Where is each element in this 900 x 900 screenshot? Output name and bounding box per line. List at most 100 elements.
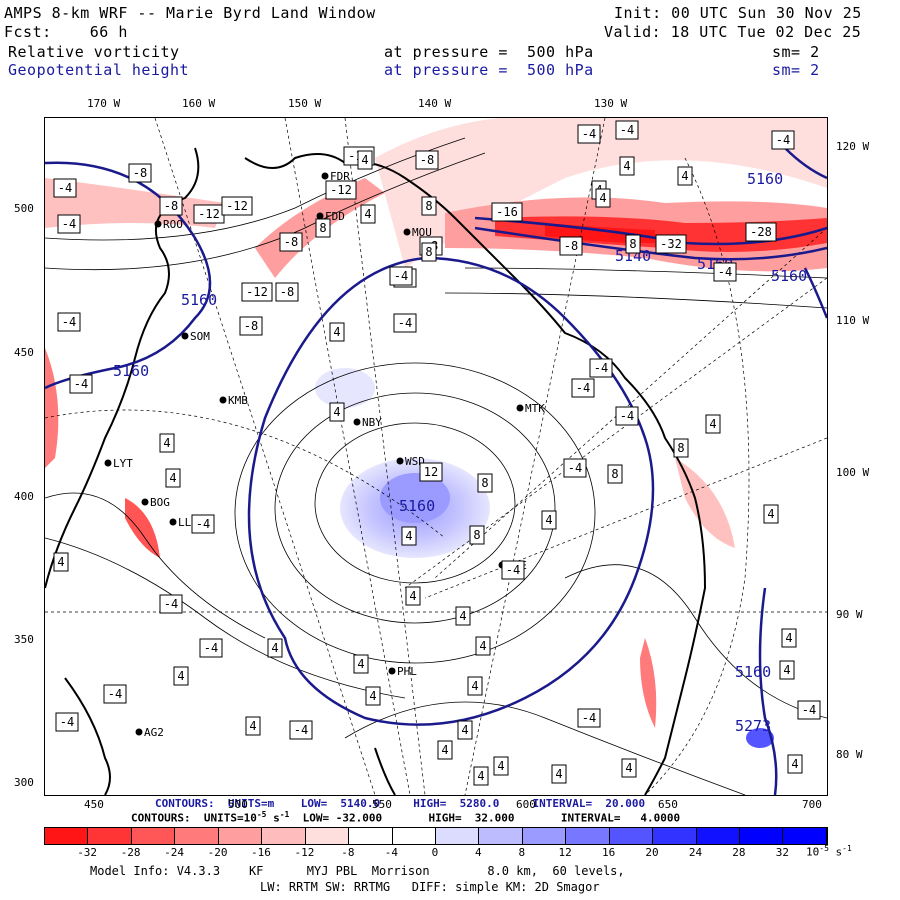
y-tick-label: 400	[14, 490, 34, 503]
vorticity-label-text: -8	[564, 239, 578, 253]
vorticity-label: -4	[289, 720, 313, 740]
station-marker	[135, 728, 143, 736]
vorticity-label-text: 8	[481, 476, 488, 490]
vorticity-label: 4	[357, 150, 373, 170]
vorticity-band-north	[375, 118, 827, 268]
vorticity-label-text: 4	[709, 417, 716, 431]
vorticity-label: -12	[325, 180, 357, 200]
latitude-label: 110 W	[836, 314, 870, 327]
vorticity-label-box	[199, 638, 223, 658]
vorticity-label-box	[159, 594, 183, 614]
station-marker	[154, 220, 162, 228]
station-label: FDR	[330, 170, 350, 183]
vorticity-label: 4	[173, 666, 189, 686]
station-marker	[219, 396, 227, 404]
vorticity-label-box	[491, 202, 523, 222]
vorticity-label-text: -4	[576, 381, 590, 395]
colorbar-swatch	[88, 828, 132, 844]
height-label: 5160	[771, 267, 807, 285]
vorticity-label: -4	[69, 374, 93, 394]
height-label: 5273	[735, 717, 771, 735]
vorticity-label-box	[589, 358, 613, 378]
vorticity-label-box	[577, 708, 601, 728]
vorticity-label: 4	[353, 654, 369, 674]
y-tick-label: 350	[14, 633, 34, 646]
forecast-hour: Fcst: 66 h	[4, 23, 128, 41]
colorbar-swatch	[218, 828, 263, 844]
height-label: 5160	[181, 291, 217, 309]
vorticity-label-text: -4	[58, 181, 72, 195]
vorticity-label: 8	[607, 464, 623, 484]
valid-time: Valid: 18 UTC Tue 02 Dec 25	[604, 23, 862, 41]
vorticity-label-box	[621, 758, 637, 778]
vorticity-label: 4	[763, 504, 779, 524]
vorticity-label-text: -8	[164, 199, 178, 213]
vorticity-label-text: -32	[660, 237, 682, 251]
vorticity-label-box	[165, 468, 181, 488]
vorticity-label: 4	[493, 756, 509, 776]
vorticity-label-text: -8	[284, 235, 298, 249]
graticule	[45, 118, 827, 795]
map-plot-area: FDRFDDROOMOUSOMKMBNBYMTKWSDPNELYTBOGLLKP…	[44, 117, 828, 796]
colorbar-swatch	[349, 828, 393, 844]
vorticity-label-box	[457, 720, 473, 740]
model-info-line2: LW: RRTM SW: RRTMG DIFF: simple KM: 2D S…	[260, 880, 600, 894]
colorbar-tick-label: 28	[732, 846, 746, 859]
longitude-label: 150 W	[288, 97, 322, 110]
vorticity-label-box	[103, 684, 127, 704]
vorticity-label-text: 4	[177, 669, 184, 683]
longitude-label: 160 W	[182, 97, 216, 110]
vorticity-label-text: 4	[479, 639, 486, 653]
vorticity-label: -4	[393, 313, 417, 333]
station-marker	[403, 228, 411, 236]
vorticity-label-box	[360, 204, 376, 224]
vorticity-positive-inner	[380, 473, 450, 523]
height-label: 5160	[735, 663, 771, 681]
vorticity-label-text: -8	[244, 319, 258, 333]
height-label: 5160	[399, 497, 435, 515]
vorticity-label: 4	[473, 766, 489, 786]
vorticity-label: 8	[673, 438, 689, 458]
vorticity-label: 4	[245, 716, 261, 736]
vorticity-label-text: 4	[497, 759, 504, 773]
station-marker	[141, 498, 149, 506]
vorticity-label: 4	[405, 586, 421, 606]
colorbar-unit: 10-5 s-1	[806, 844, 852, 859]
vorticity-label-text: 4	[361, 153, 368, 167]
vorticity-label-text: 8	[425, 199, 432, 213]
station-label: AG2	[144, 726, 164, 739]
vorticity-label-text: -4	[294, 723, 308, 737]
vorticity-label-box	[551, 764, 567, 784]
height-label: 5140	[615, 247, 651, 265]
vorticity-label-box	[469, 525, 485, 545]
colorbar-swatch	[653, 828, 697, 844]
colorbar-swatch	[45, 828, 89, 844]
vorticity-label: -4	[771, 130, 795, 150]
station-marker	[181, 332, 189, 340]
vorticity-label: 8	[315, 218, 331, 238]
vorticity-label-box	[797, 700, 821, 720]
vorticity-label-text: 4	[271, 641, 278, 655]
vorticity-label: 8	[421, 196, 437, 216]
colorbar-swatch	[609, 828, 654, 844]
vorticity-label: -4	[57, 214, 81, 234]
x-tick-label: 700	[802, 798, 822, 811]
vorticity-label-box	[128, 163, 152, 183]
vorticity-label-text: -4	[398, 316, 412, 330]
vorticity-labels: -4 -4 -8 -8 -12 -12 -8 -8 -12 -8 -16 -8 -12 -8 -4 4 4 8 8 8…	[53, 120, 821, 786]
y-tick-label: 450	[14, 346, 34, 359]
station-marker	[321, 172, 329, 180]
vorticity-label: 4	[781, 628, 797, 648]
vorticity-label: 4	[53, 552, 69, 572]
colorbar-tick-label: 20	[645, 846, 659, 859]
colorbar-swatch	[131, 828, 176, 844]
vorticity-label-text: 4	[333, 325, 340, 339]
vorticity-label-box	[53, 178, 77, 198]
station-marker	[316, 212, 324, 220]
vorticity-label-box	[577, 124, 601, 144]
colorbar-tick-label: -4	[384, 846, 399, 859]
vorticity-label-text: -12	[198, 207, 220, 221]
vorticity-label-text: 4	[623, 159, 630, 173]
vorticity-label-box	[275, 282, 299, 302]
vorticity-label: -4	[389, 266, 413, 286]
